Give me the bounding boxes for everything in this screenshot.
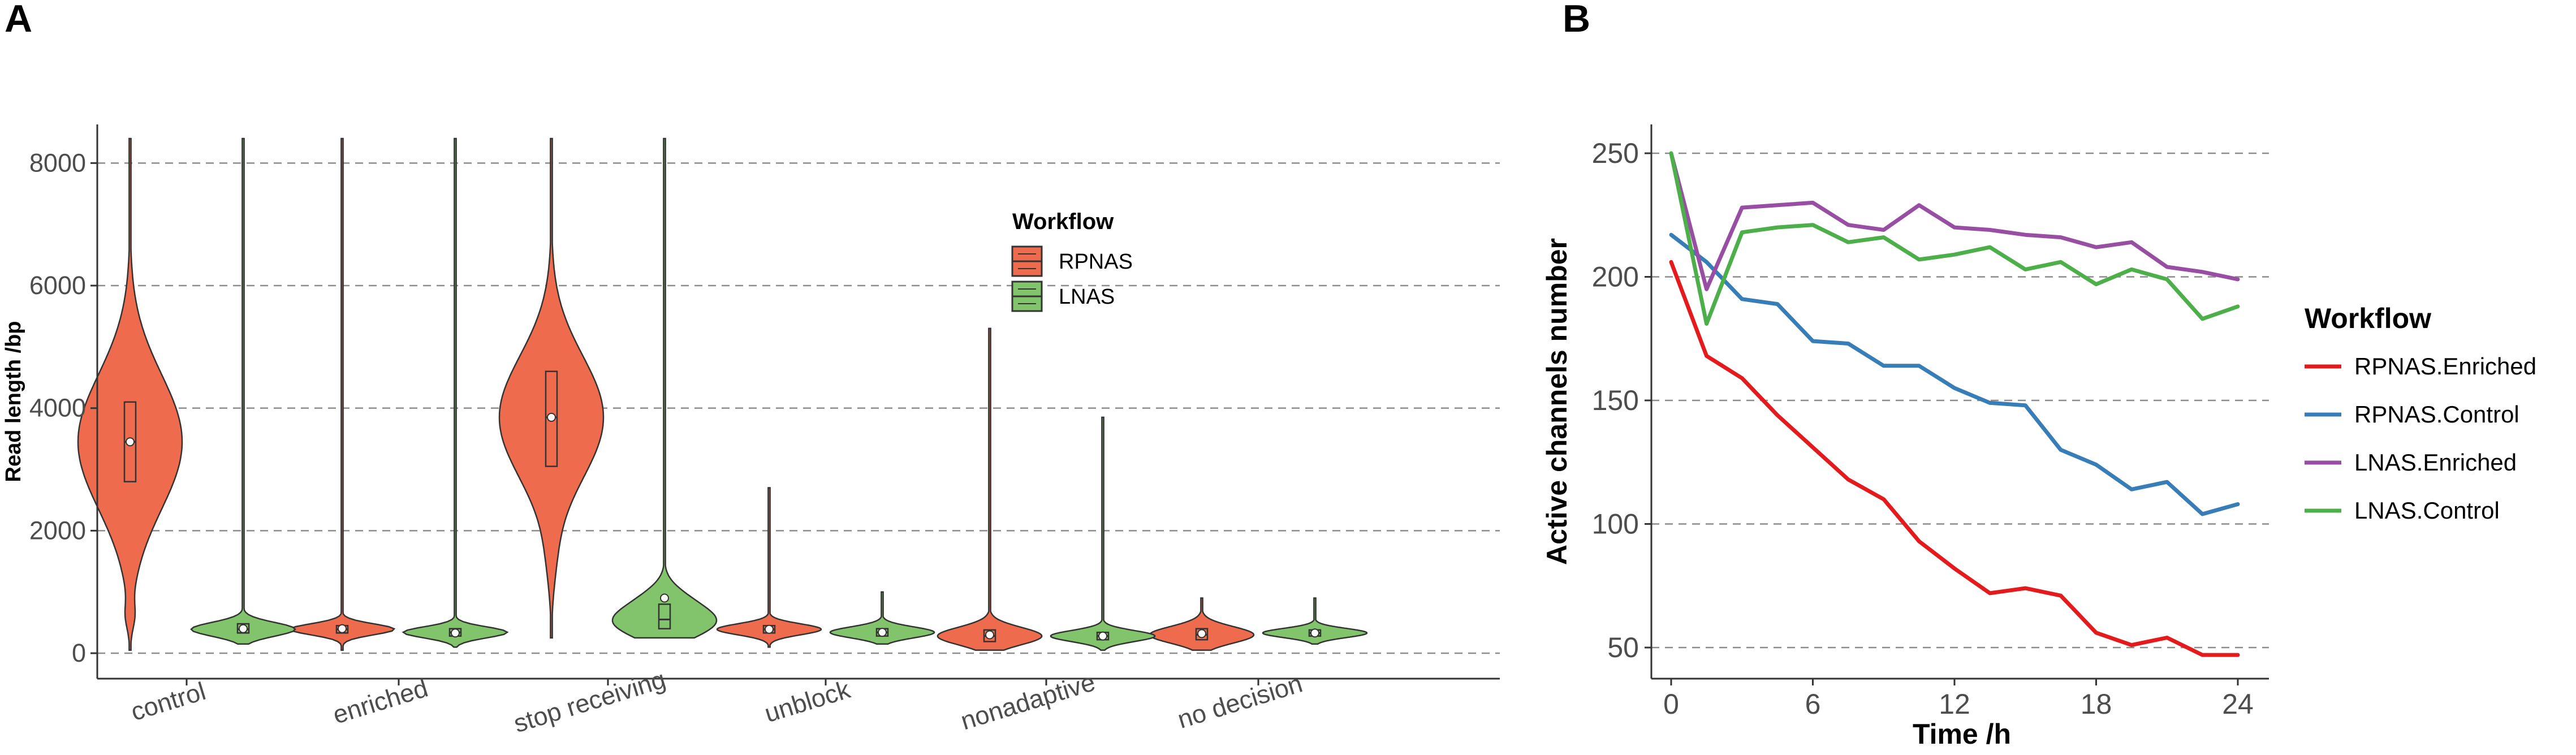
legend-label-lnas: LNAS bbox=[1059, 285, 1115, 309]
b-xtick-label-18: 18 bbox=[2081, 688, 2112, 720]
panel-b-y-ticks: 50 100 150 200 250 bbox=[1592, 137, 1651, 663]
legend-label-rpnas-enriched: RPNAS.Enriched bbox=[2354, 353, 2536, 379]
legend-label-rpnas: RPNAS bbox=[1059, 250, 1133, 274]
violin-lnas-enriched bbox=[402, 137, 509, 648]
box-rpnas-stop-receiving bbox=[545, 370, 558, 467]
mean-point-rpnas-stop-receiving bbox=[547, 412, 556, 422]
mean-point-rpnas-nonadaptive bbox=[985, 630, 994, 640]
panel-b: B 50 100 150 200 250 0 6 12 18 24 Time /h Active… bbox=[1541, 0, 2536, 750]
panel-a-violins bbox=[77, 137, 1368, 651]
b-ytick-label-200: 200 bbox=[1592, 261, 1639, 293]
violin-lnas-control bbox=[190, 137, 296, 645]
a-ytick-label-4000: 4000 bbox=[29, 394, 86, 422]
b-xtick-label-6: 6 bbox=[1805, 688, 1821, 720]
panel-b-y-axis-title: Active channels number bbox=[1541, 238, 1573, 565]
b-xtick-label-0: 0 bbox=[1663, 688, 1679, 720]
violin-lnas-unblock bbox=[829, 591, 935, 645]
legend-key-rpnas bbox=[1011, 245, 1043, 277]
mean-point-rpnas-enriched bbox=[338, 624, 347, 633]
legend-key-lnas bbox=[1011, 281, 1043, 312]
legend-label-lnas-enriched: LNAS.Enriched bbox=[2354, 449, 2517, 476]
violin-rpnas-nonadaptive bbox=[937, 327, 1043, 651]
b-xtick-label-12: 12 bbox=[1939, 688, 1970, 720]
violin-rpnas-unblock bbox=[716, 487, 822, 648]
panel-a-y-ticks: 0 2000 4000 6000 8000 bbox=[29, 148, 97, 667]
mean-point-lnas-enriched bbox=[451, 628, 460, 638]
violin-rpnas-no-decision bbox=[1149, 597, 1255, 651]
violin-rpnas-control bbox=[77, 137, 183, 651]
series-line-lnas-control bbox=[1669, 151, 2240, 326]
panel-b-legend-title: Workflow bbox=[2305, 303, 2431, 334]
legend-label-lnas-control: LNAS.Control bbox=[2354, 497, 2500, 524]
box-lnas-stop-receiving bbox=[658, 603, 671, 629]
b-ytick-label-50: 50 bbox=[1607, 632, 1639, 663]
b-ytick-label-250: 250 bbox=[1592, 137, 1639, 169]
b-xtick-label-24: 24 bbox=[2222, 688, 2254, 720]
panel-a-y-axis-title: Read length /bp bbox=[2, 321, 25, 482]
panel-a-legend-title: Workflow bbox=[1012, 209, 1114, 234]
mean-point-rpnas-unblock bbox=[765, 624, 774, 634]
violin-lnas-stop-receiving bbox=[611, 137, 718, 639]
violin-rpnas-enriched bbox=[288, 137, 396, 651]
mean-point-lnas-no-decision bbox=[1310, 628, 1319, 638]
b-ytick-label-100: 100 bbox=[1592, 508, 1639, 540]
panel-b-x-axis-title: Time /h bbox=[1913, 718, 2011, 750]
a-ytick-label-6000: 6000 bbox=[29, 271, 86, 300]
panel-a-label: A bbox=[5, 0, 32, 40]
a-ytick-label-8000: 8000 bbox=[29, 148, 86, 177]
panel-b-grid bbox=[1651, 152, 2269, 649]
violin-lnas-no-decision bbox=[1262, 597, 1368, 645]
mean-point-lnas-unblock bbox=[878, 628, 887, 637]
a-ytick-label-2000: 2000 bbox=[29, 516, 86, 545]
violin-lnas-nonadaptive bbox=[1050, 416, 1156, 651]
panel-b-x-ticks: 0 6 12 18 24 bbox=[1663, 679, 2254, 720]
mean-point-rpnas-no-decision bbox=[1197, 629, 1206, 638]
series-line-rpnas-control bbox=[1669, 232, 2240, 516]
violin-rpnas-stop-receiving bbox=[498, 137, 605, 639]
panel-a-grid bbox=[97, 162, 1500, 654]
panel-a-legend: Workflow RPNAS LNAS bbox=[1011, 209, 1133, 312]
panel-b-legend: Workflow RPNAS.Enriched RPNAS.Control LNAS… bbox=[2305, 303, 2536, 524]
legend-label-rpnas-control: RPNAS.Control bbox=[2354, 401, 2519, 428]
a-ytick-label-0: 0 bbox=[72, 638, 86, 667]
series-line-rpnas-enriched bbox=[1669, 260, 2240, 657]
series-line-lnas-enriched bbox=[1669, 151, 2240, 291]
mean-point-rpnas-control bbox=[126, 437, 135, 447]
mean-point-lnas-nonadaptive bbox=[1098, 631, 1107, 641]
mean-point-lnas-stop-receiving bbox=[660, 593, 669, 603]
panel-b-label: B bbox=[1563, 0, 1590, 40]
b-ytick-label-150: 150 bbox=[1592, 385, 1639, 416]
panel-b-lines bbox=[1669, 151, 2240, 657]
mean-point-lnas-control bbox=[239, 624, 248, 633]
panel-b-legend-items: RPNAS.Enriched RPNAS.Control LNAS.Enriched… bbox=[2305, 353, 2536, 524]
